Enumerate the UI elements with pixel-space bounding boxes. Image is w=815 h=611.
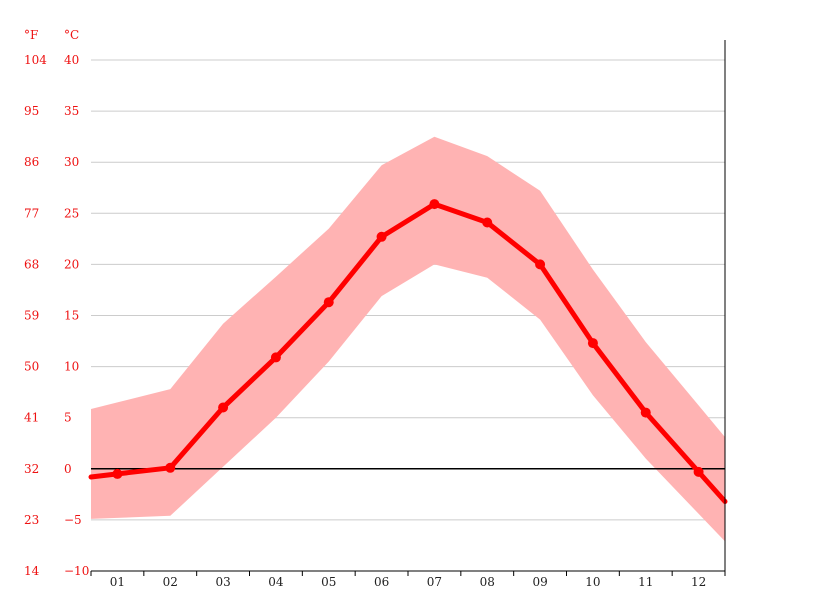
y-tick-celsius: −5 <box>64 513 82 527</box>
y-tick-labels: 104 40 95 35 86 30 77 25 68 20 59 15 50 10 41 5 32 0 23 −5 1… <box>24 53 89 578</box>
mean-point <box>535 259 546 270</box>
y-tick-celsius: 35 <box>64 104 79 118</box>
y-tick-celsius: −10 <box>64 564 89 578</box>
mean-point <box>693 466 704 477</box>
x-tick-label: 05 <box>321 575 336 589</box>
x-tick-label: 12 <box>691 575 706 589</box>
y-tick-celsius: 0 <box>64 462 72 476</box>
unit-fahrenheit-label: °F <box>24 28 38 42</box>
y-tick-celsius: 5 <box>64 411 72 425</box>
x-tick-label: 03 <box>215 575 230 589</box>
x-tick-label: 07 <box>427 575 442 589</box>
y-tick-celsius: 20 <box>64 257 79 271</box>
mean-point <box>270 352 281 363</box>
mean-point <box>112 468 123 479</box>
mean-point <box>218 402 229 413</box>
y-tick-fahrenheit: 68 <box>24 257 39 271</box>
x-tick-label: 09 <box>532 575 547 589</box>
mean-point <box>640 407 651 418</box>
mean-point <box>429 199 440 210</box>
y-tick-celsius: 25 <box>64 206 79 220</box>
temperature-range-band <box>91 136 725 542</box>
axes <box>90 40 726 576</box>
y-tick-fahrenheit: 32 <box>24 462 39 476</box>
x-tick-label: 11 <box>638 575 653 589</box>
x-tick-label: 06 <box>374 575 389 589</box>
x-tick-label: 04 <box>268 575 284 589</box>
mean-point <box>323 297 334 308</box>
x-tick-label: 01 <box>110 575 125 589</box>
y-tick-celsius: 10 <box>64 360 79 374</box>
mean-point <box>482 217 493 228</box>
y-tick-fahrenheit: 77 <box>24 206 39 220</box>
mean-point <box>587 338 598 349</box>
min-max-band <box>91 136 725 542</box>
y-tick-celsius: 30 <box>64 155 79 169</box>
y-tick-celsius: 15 <box>64 309 79 323</box>
y-tick-fahrenheit: 50 <box>24 360 39 374</box>
mean-temperature-series <box>88 199 728 504</box>
y-tick-fahrenheit: 23 <box>24 513 39 527</box>
x-tick-label: 02 <box>163 575 178 589</box>
y-tick-fahrenheit: 41 <box>24 411 39 425</box>
unit-celsius-label: °C <box>64 28 79 42</box>
mean-point <box>376 231 387 242</box>
x-tick-label: 10 <box>585 575 600 589</box>
y-tick-fahrenheit: 104 <box>24 53 47 67</box>
y-tick-celsius: 40 <box>64 53 79 67</box>
y-tick-fahrenheit: 86 <box>24 155 39 169</box>
mean-point <box>165 462 176 473</box>
x-tick-labels: 01 02 03 04 05 06 07 08 09 10 11 12 <box>110 575 706 589</box>
y-tick-fahrenheit: 95 <box>24 104 39 118</box>
y-tick-fahrenheit: 59 <box>24 309 39 323</box>
mean-temperature-line <box>88 201 728 504</box>
y-tick-fahrenheit: 14 <box>24 564 40 578</box>
x-tick-label: 08 <box>480 575 495 589</box>
